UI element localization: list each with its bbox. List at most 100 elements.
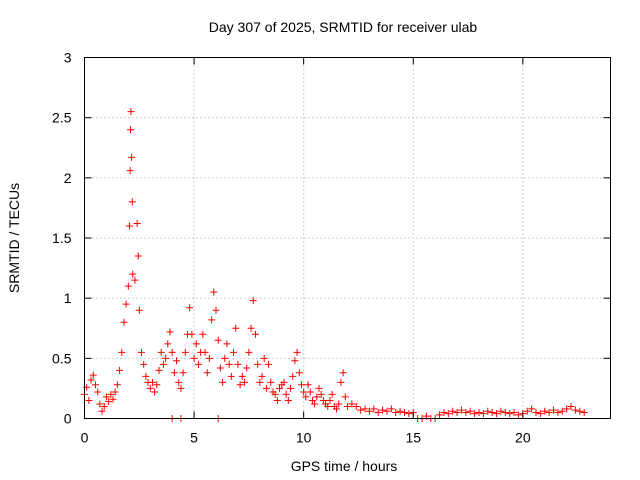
- data-point: [510, 408, 518, 416]
- data-point: [335, 400, 343, 408]
- data-point: [400, 408, 408, 416]
- data-point: [300, 388, 308, 396]
- data-point: [151, 388, 159, 396]
- data-point: [315, 384, 323, 392]
- data-point: [352, 402, 360, 410]
- x-tick-label: 15: [405, 430, 421, 446]
- y-tick-label: 0: [64, 411, 72, 427]
- data-point: [337, 378, 345, 386]
- data-point: [532, 408, 540, 416]
- data-point: [219, 378, 227, 386]
- data-point: [107, 390, 115, 398]
- data-point: [488, 408, 496, 416]
- data-point: [192, 340, 200, 348]
- data-point: [308, 396, 316, 404]
- data-point: [493, 410, 501, 418]
- data-point: [280, 378, 288, 386]
- data-point: [243, 364, 251, 372]
- y-tick-label: 2: [64, 170, 72, 186]
- y-tick-label: 3: [64, 50, 72, 66]
- data-point: [134, 252, 142, 260]
- data-point: [208, 316, 216, 324]
- y-axis-label: SRMTID / TECUs: [6, 183, 22, 293]
- data-point: [289, 372, 297, 380]
- data-point: [295, 369, 303, 377]
- data-point: [221, 354, 229, 362]
- data-point: [440, 408, 448, 416]
- data-point: [124, 282, 132, 290]
- data-point: [462, 408, 470, 416]
- data-point: [131, 276, 139, 284]
- data-point: [194, 360, 202, 368]
- data-point: [262, 384, 270, 392]
- data-point: [370, 405, 378, 413]
- data-point: [146, 384, 154, 392]
- y-tick-label: 2.5: [52, 110, 72, 126]
- data-point: [251, 330, 259, 338]
- data-point: [247, 324, 255, 332]
- data-point: [177, 384, 185, 392]
- data-point: [190, 354, 198, 362]
- data-point: [328, 390, 336, 398]
- x-tick-label: 0: [81, 430, 89, 446]
- data-point: [153, 381, 161, 389]
- data-point: [166, 328, 174, 336]
- data-point: [365, 407, 373, 415]
- data-point: [168, 348, 176, 356]
- data-point: [276, 384, 284, 392]
- data-point: [501, 408, 509, 416]
- data-point: [405, 410, 413, 418]
- data-point: [326, 396, 334, 404]
- data-point: [374, 408, 382, 416]
- data-point: [484, 407, 492, 415]
- data-point: [514, 411, 522, 419]
- data-point: [267, 378, 275, 386]
- data-point: [554, 408, 562, 416]
- data-point: [98, 407, 106, 415]
- data-point: [497, 407, 505, 415]
- data-point: [96, 400, 104, 408]
- x-tick-label: 5: [190, 430, 198, 446]
- data-point: [471, 410, 479, 418]
- data-point: [216, 364, 224, 372]
- data-point: [396, 407, 404, 415]
- data-point: [506, 410, 514, 418]
- data-point: [273, 396, 281, 404]
- data-point: [199, 330, 207, 338]
- data-point: [348, 400, 356, 408]
- data-point: [453, 408, 461, 416]
- data-point: [89, 371, 97, 379]
- data-point: [475, 408, 483, 416]
- data-point: [379, 406, 387, 414]
- data-point: [164, 340, 172, 348]
- data-point: [105, 398, 113, 406]
- data-point: [528, 405, 536, 413]
- data-point: [436, 411, 444, 419]
- data-point: [129, 270, 137, 278]
- data-point: [317, 390, 325, 398]
- data-point: [361, 405, 369, 413]
- data-point: [302, 393, 310, 401]
- data-point: [127, 108, 135, 116]
- data-point: [102, 393, 110, 401]
- data-points: [81, 108, 588, 422]
- data-point: [387, 405, 395, 413]
- data-point: [142, 372, 150, 380]
- data-point: [249, 297, 257, 305]
- data-point: [212, 306, 220, 314]
- data-point: [230, 348, 238, 356]
- data-point: [91, 381, 99, 389]
- data-point: [128, 153, 136, 161]
- data-point: [159, 360, 167, 368]
- data-point: [111, 388, 119, 396]
- data-point: [293, 348, 301, 356]
- data-point: [173, 357, 181, 365]
- data-point: [297, 381, 305, 389]
- data-point: [186, 304, 194, 312]
- data-point: [287, 384, 295, 392]
- data-point: [120, 318, 128, 326]
- data-point: [148, 378, 156, 386]
- data-point: [236, 381, 244, 389]
- data-point: [201, 348, 209, 356]
